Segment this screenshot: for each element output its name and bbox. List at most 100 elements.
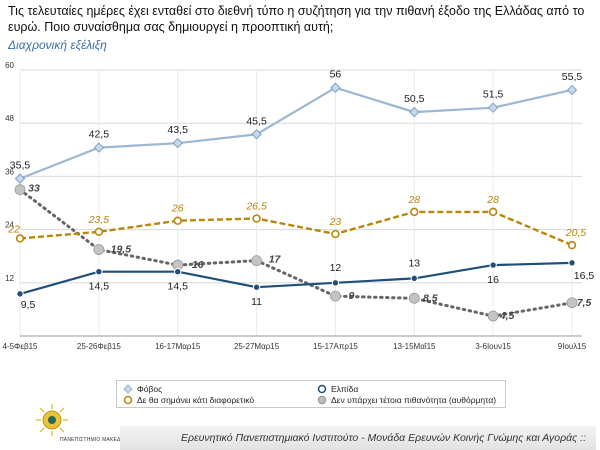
nothing-point-marker: [252, 214, 261, 223]
hope-point-marker: [252, 283, 261, 291]
nothing-point-marker: [488, 207, 498, 217]
fear-point-marker: [330, 82, 341, 93]
data-label-series-0: 50,5: [404, 93, 425, 105]
data-label-series-1: 14,5: [167, 281, 188, 293]
data-label-series-0: 45,5: [246, 115, 267, 127]
data-label-series-0: 42,5: [89, 129, 110, 141]
data-label-series-3: 19,5: [111, 244, 132, 256]
fear-point-marker: [409, 106, 420, 118]
data-label-series-0: 35,5: [10, 160, 31, 172]
none-point-marker: [487, 310, 499, 322]
none-point-marker: [408, 292, 420, 304]
x-tick-label: 3-6Ιουν15: [475, 342, 511, 351]
data-label-series-3: 33: [28, 183, 40, 195]
plot-area: [20, 70, 572, 336]
legend-label-hope: Ελπίδα: [331, 384, 359, 394]
nothing-point-marker: [15, 234, 25, 243]
data-label-series-0: 56: [330, 69, 342, 81]
data-label-series-3: 8,5: [423, 292, 438, 304]
none-point-marker: [251, 255, 262, 267]
x-tick-label: 25-27Μαρ15: [234, 342, 280, 351]
data-label-series-2: 28: [407, 194, 420, 206]
nothing-point-marker: [410, 207, 419, 217]
x-tick-label: 13-15Μαΐ15: [393, 342, 436, 351]
data-label-series-0: 55,5: [562, 71, 583, 83]
data-label-series-3: 17: [269, 254, 282, 266]
hope-point-marker: [410, 274, 418, 283]
legend-item-fear: Φόβος: [123, 384, 162, 394]
none-point-marker: [330, 290, 341, 302]
fear-point-marker: [172, 137, 183, 149]
y-tick-label: 48: [5, 114, 14, 123]
footer-text: Ερευνητικό Πανεπιστημιακό Ινστιτούτο - Μ…: [180, 432, 586, 444]
data-label-series-1: 9,5: [21, 299, 36, 311]
data-label-series-2: 23,5: [88, 214, 110, 226]
hope-point-marker: [95, 268, 103, 276]
y-tick-label: 60: [5, 61, 14, 70]
legend-item-none: Δεν υπάρχει τέτοια πιθανότητα (αυθόρμητα…: [317, 395, 496, 405]
none-point-marker: [566, 297, 578, 309]
none-point-marker: [14, 184, 26, 196]
legend-label-fear: Φόβος: [137, 384, 163, 394]
data-label-series-2: 28: [486, 194, 499, 206]
x-tick-label: 4-5Φεβ15: [2, 342, 38, 351]
logo-text: ΠΑΝΕΠΙΣΤΗΜΙΟ ΜΑΚΕΔΟΝΙΑΣ: [60, 437, 137, 443]
footer-bar: Ερευνητικό Πανεπιστημιακό Ινστιτούτο - Μ…: [120, 426, 596, 450]
chart-subtitle: Διαχρονική εξέλιξη: [8, 38, 107, 52]
y-tick-label: 12: [5, 274, 14, 283]
data-label-series-2: 26,5: [245, 201, 267, 213]
nothing-point-marker: [94, 227, 104, 237]
fear-point-marker: [487, 102, 499, 113]
series-line-0: [19, 86, 573, 180]
data-label-series-0: 51,5: [483, 89, 504, 101]
hope-point-marker: [331, 279, 340, 287]
data-label-series-1: 16,5: [574, 270, 595, 282]
nothing-point-marker: [331, 229, 340, 239]
nothing-point-marker: [567, 240, 577, 250]
diamond-marker-icon: [123, 384, 133, 394]
legend-label-nothing: Δε θα σημάνει κάτι διαφορετικό: [137, 395, 255, 405]
legend-item-hope: Ελπίδα: [317, 384, 358, 394]
y-tick-label: 36: [5, 167, 14, 176]
line-chart: 12 24 36 48 60 4-5Φεβ15 25-26Φεβ15 16-17Μαρ15 25…: [2, 61, 595, 351]
data-label-series-2: 26: [171, 203, 184, 215]
grey-circle-marker-icon: [317, 395, 327, 405]
chart-legend: Φόβος Ελπίδα Δε θα σημάνει κάτι διαφορετ…: [116, 380, 506, 408]
data-label-series-0: 43,5: [167, 124, 188, 136]
legend-item-nothing: Δε θα σημάνει κάτι διαφορετικό: [123, 395, 254, 405]
x-tick-label: 16-17Μαρ15: [155, 342, 201, 351]
data-label-series-3: 4,5: [499, 310, 515, 322]
data-label-series-1: 11: [251, 296, 262, 308]
data-label-series-2: 23: [329, 216, 342, 228]
open-circle-marker-icon: [123, 395, 133, 405]
fear-point-marker: [566, 84, 578, 96]
y-tick-label: 24: [5, 221, 14, 230]
circle-marker-icon: [317, 384, 327, 394]
data-label-series-3: 7,5: [577, 297, 592, 309]
data-label-series-3: 16: [192, 259, 204, 271]
nothing-point-marker: [173, 216, 182, 225]
hope-point-marker: [489, 261, 497, 269]
x-tick-label: 9Ιουλ15: [558, 342, 587, 351]
x-tick-label: 25-26Φεβ15: [77, 342, 121, 351]
fear-point-marker: [251, 129, 262, 140]
fear-point-marker: [93, 142, 105, 153]
hope-point-marker: [568, 259, 576, 267]
data-label-series-2: 20,5: [565, 227, 587, 239]
data-label-series-3: 9: [349, 290, 355, 302]
data-label-series-2: 22: [7, 223, 20, 235]
legend-label-none: Δεν υπάρχει τέτοια πιθανότητα (αυθόρμητα…: [331, 395, 497, 405]
x-tick-label: 15-17Απρ15: [313, 342, 358, 351]
series-line-3: [18, 188, 574, 318]
data-label-series-1: 12: [330, 262, 342, 274]
question-text: Τις τελευταίες ημέρες έχει ενταθεί στο δ…: [8, 4, 585, 34]
series-line-2: [19, 210, 573, 247]
hope-point-marker: [174, 268, 182, 276]
fear-point-marker: [14, 173, 26, 184]
series-line-1: [19, 261, 573, 295]
data-label-series-1: 14,5: [89, 281, 110, 293]
data-label-series-1: 16: [487, 274, 499, 286]
none-point-marker: [93, 244, 105, 255]
data-label-series-1: 13: [408, 257, 420, 269]
hope-point-marker: [16, 290, 24, 298]
